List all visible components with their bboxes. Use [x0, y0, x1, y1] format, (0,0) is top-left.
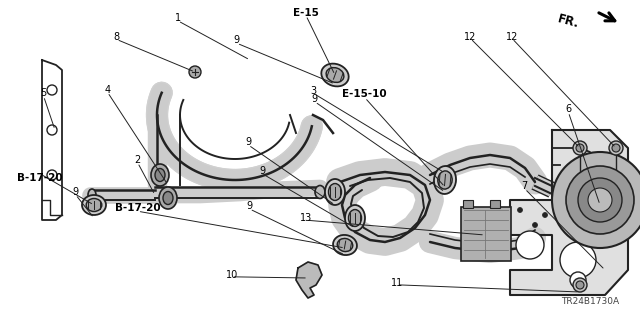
Ellipse shape	[82, 195, 106, 215]
Text: 13: 13	[300, 212, 312, 223]
Ellipse shape	[321, 64, 349, 86]
Ellipse shape	[155, 169, 165, 181]
Text: TR24B1730A: TR24B1730A	[561, 297, 620, 306]
Circle shape	[609, 141, 623, 155]
Text: 9: 9	[234, 35, 240, 45]
Circle shape	[612, 144, 620, 152]
Text: B-17-20: B-17-20	[115, 203, 161, 213]
Circle shape	[576, 281, 584, 289]
Polygon shape	[510, 130, 628, 295]
Ellipse shape	[345, 205, 365, 231]
Text: E-15-10: E-15-10	[342, 89, 387, 100]
Ellipse shape	[86, 198, 102, 212]
Circle shape	[532, 222, 538, 228]
Text: 1: 1	[175, 12, 181, 23]
Ellipse shape	[333, 235, 357, 255]
Text: 3: 3	[310, 86, 317, 96]
Circle shape	[573, 278, 587, 292]
Text: 9: 9	[246, 201, 253, 212]
Ellipse shape	[328, 184, 342, 200]
Text: 9: 9	[312, 94, 318, 104]
Ellipse shape	[349, 210, 362, 227]
Text: 9: 9	[72, 187, 79, 197]
Text: 9: 9	[245, 137, 252, 148]
Circle shape	[570, 272, 586, 288]
Ellipse shape	[151, 164, 169, 186]
Bar	[463, 200, 473, 208]
Circle shape	[543, 212, 547, 218]
Circle shape	[566, 166, 634, 234]
Ellipse shape	[438, 171, 452, 189]
Text: 8: 8	[113, 32, 120, 42]
Circle shape	[578, 178, 622, 222]
Polygon shape	[296, 262, 322, 298]
Text: B-17-20: B-17-20	[17, 172, 63, 183]
Ellipse shape	[434, 166, 456, 194]
Circle shape	[560, 242, 596, 278]
FancyBboxPatch shape	[461, 207, 511, 261]
Text: 12: 12	[464, 32, 477, 42]
Text: 6: 6	[565, 104, 572, 114]
Circle shape	[518, 207, 522, 212]
Text: 7: 7	[522, 180, 528, 191]
Ellipse shape	[88, 189, 96, 201]
Text: 11: 11	[390, 278, 403, 288]
Ellipse shape	[159, 187, 177, 209]
Text: 9: 9	[259, 166, 266, 176]
Text: 2: 2	[134, 155, 141, 165]
Ellipse shape	[325, 179, 345, 205]
Text: 12: 12	[506, 32, 518, 42]
Ellipse shape	[326, 68, 344, 83]
Circle shape	[552, 152, 640, 248]
Bar	[490, 200, 500, 208]
Text: 10: 10	[225, 270, 238, 280]
Ellipse shape	[315, 186, 325, 198]
Ellipse shape	[163, 191, 173, 204]
Ellipse shape	[337, 238, 353, 252]
Circle shape	[189, 66, 201, 78]
Circle shape	[573, 141, 587, 155]
Circle shape	[576, 144, 584, 152]
Text: 4: 4	[104, 84, 111, 95]
Text: FR.: FR.	[556, 12, 580, 31]
Text: 5: 5	[40, 88, 47, 98]
Text: E-15: E-15	[293, 8, 319, 18]
Circle shape	[516, 231, 544, 259]
Circle shape	[588, 188, 612, 212]
